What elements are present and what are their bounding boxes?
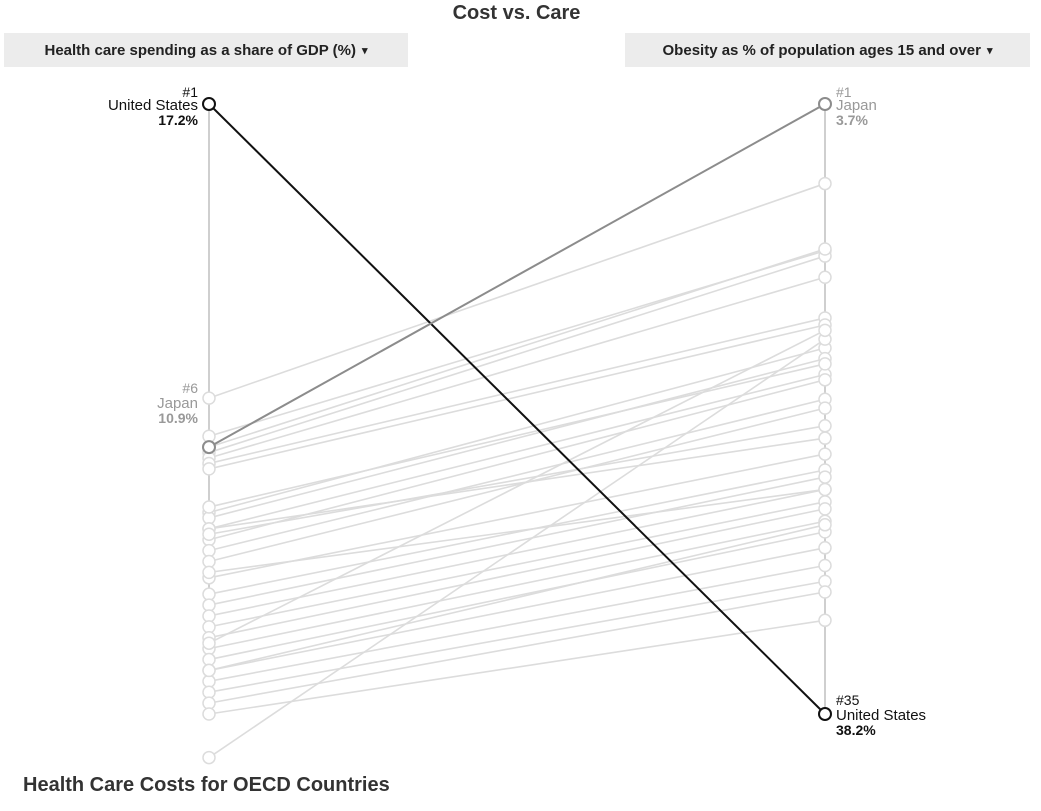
japan-right-rank: #1 <box>836 84 852 100</box>
us-right-value: 38.2% <box>836 722 876 738</box>
series-line <box>208 182 826 399</box>
right-point <box>818 541 832 555</box>
series-line <box>208 591 826 704</box>
series-line <box>208 317 826 465</box>
series-line <box>208 524 826 672</box>
series-line <box>208 398 826 552</box>
japan-left-value: 10.9% <box>158 410 198 426</box>
series-line <box>208 276 826 459</box>
right-point <box>818 470 832 484</box>
us-left-name: United States <box>108 97 198 114</box>
series-line <box>208 437 826 530</box>
series-line <box>208 564 826 683</box>
left-point <box>202 707 216 721</box>
chevron-down-icon: ▾ <box>986 44 993 57</box>
left-metric-label: Health care spending as a share of GDP (… <box>44 41 356 59</box>
highlight-lines <box>202 97 832 721</box>
right-metric-label: Obesity as % of population ages 15 and o… <box>662 41 981 59</box>
background-lines <box>202 176 832 765</box>
us-left-value: 17.2% <box>158 112 198 128</box>
right-point <box>818 558 832 573</box>
series-line <box>208 488 826 574</box>
series-line <box>208 338 826 759</box>
right-point <box>818 176 832 191</box>
series-line <box>208 501 826 628</box>
series-line <box>208 363 826 508</box>
left-metric-selector[interactable]: Health care spending as a share of GDP (… <box>4 33 408 67</box>
right-point <box>818 242 832 256</box>
series-line <box>208 347 826 514</box>
series-line <box>208 255 826 454</box>
right-point <box>818 585 832 599</box>
series-line <box>208 425 826 536</box>
left-point <box>202 500 216 514</box>
series-line <box>208 547 826 672</box>
series-line <box>208 453 826 579</box>
right-point <box>818 419 832 433</box>
right-point <box>818 431 832 445</box>
right-point <box>818 613 832 628</box>
left-point <box>202 462 216 476</box>
right-point <box>818 518 832 532</box>
left-point <box>202 663 216 678</box>
left-point <box>202 636 216 650</box>
chart-title: Cost vs. Care <box>452 2 581 24</box>
series-line <box>208 520 826 650</box>
left-point <box>202 527 216 542</box>
series-line <box>208 476 826 606</box>
series-line <box>208 508 826 639</box>
us-left-rank: #1 <box>182 84 198 100</box>
right-metric-selector[interactable]: Obesity as % of population ages 15 and o… <box>625 33 1030 67</box>
series-line <box>208 103 826 715</box>
japan-right-value: 3.7% <box>836 112 868 128</box>
right-point <box>818 270 832 285</box>
series-line <box>208 531 826 661</box>
footer-title: Health Care Costs for OECD Countries <box>23 774 390 796</box>
right-point <box>818 447 832 461</box>
series-line <box>208 469 826 595</box>
series-line <box>208 324 826 470</box>
series-line <box>208 407 826 563</box>
series-line <box>208 373 826 530</box>
japan-right-name: Japan <box>836 97 877 114</box>
left-point <box>202 97 216 111</box>
series-line <box>208 580 826 694</box>
right-point <box>818 373 832 387</box>
series-line <box>208 488 826 617</box>
left-point <box>202 391 216 405</box>
japan-left-rank: #6 <box>182 380 198 396</box>
series-line <box>208 619 826 715</box>
chevron-down-icon: ▾ <box>361 44 368 57</box>
series-line <box>208 357 826 519</box>
right-point <box>818 482 832 497</box>
series-line <box>208 103 826 448</box>
us-right-name: United States <box>836 707 926 724</box>
japan-left-name: Japan <box>157 395 198 412</box>
right-point <box>818 97 832 111</box>
left-point <box>202 440 216 455</box>
right-point <box>818 502 832 516</box>
right-point <box>818 707 832 721</box>
series-line <box>208 248 826 448</box>
right-point <box>818 323 832 338</box>
left-point <box>202 565 216 580</box>
us-right-rank: #35 <box>836 692 860 708</box>
right-point <box>818 401 832 415</box>
left-point <box>202 750 216 765</box>
right-point <box>818 357 832 371</box>
series-line <box>208 329 826 644</box>
